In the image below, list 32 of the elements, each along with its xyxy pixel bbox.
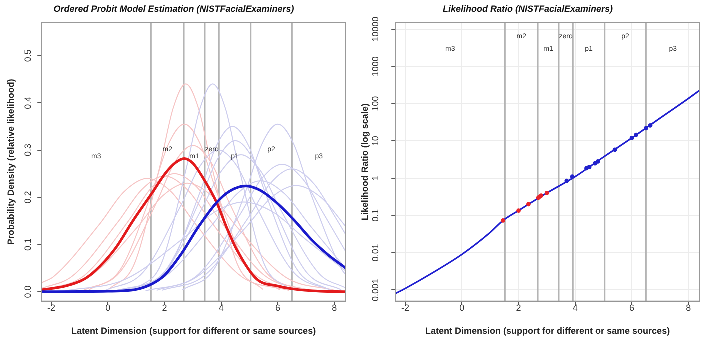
x-tick-label: 4 [572, 302, 578, 313]
x-axis-title: Latent Dimension (support for different or same sources) [426, 326, 670, 336]
y-tick-label: 1000 [370, 56, 381, 77]
x-tick-label: -2 [402, 302, 410, 313]
y-tick-label: 0.0 [22, 286, 33, 298]
x-tick-label: 6 [276, 302, 281, 313]
y-tick-label: 0.5 [22, 50, 33, 62]
y-tick-label: 10000 [370, 16, 381, 42]
x-tick-label: 0 [460, 302, 465, 313]
y-tick-label: 0.3 [22, 144, 33, 157]
y-axis-title: Likelihood Ratio (log scale) [360, 104, 370, 221]
x-tick-label: 0 [106, 302, 111, 313]
x-tick-label: 8 [332, 302, 338, 313]
y-tick-label: 0.1 [22, 238, 33, 251]
x-tick-label: 2 [162, 302, 168, 313]
chart-title: Ordered Probit Model Estimation (NISTFacialExaminers) [54, 4, 294, 14]
y-tick-label: 10 [370, 136, 381, 146]
y-axis-title: Probability Density (relative likelihood) [6, 79, 16, 246]
x-tick-label: 8 [686, 302, 692, 313]
x-axis-title: Latent Dimension (support for different or same sources) [72, 326, 316, 336]
x-tick-label: -2 [48, 302, 56, 313]
y-tick-label: 0.2 [22, 191, 33, 204]
x-tick-label: 6 [630, 302, 635, 313]
y-tick-label: 0.001 [370, 278, 381, 302]
x-tick-label: 2 [516, 302, 522, 313]
chart-title: Likelihood Ratio (NISTFacialExaminers) [442, 4, 614, 14]
y-tick-label: 0.1 [370, 209, 381, 222]
y-tick-label: 100 [370, 96, 381, 112]
y-tick-label: 0.01 [370, 244, 381, 262]
y-tick-label: 1 [370, 176, 381, 181]
x-tick-label: 4 [218, 302, 224, 313]
y-tick-label: 0.4 [22, 96, 33, 110]
